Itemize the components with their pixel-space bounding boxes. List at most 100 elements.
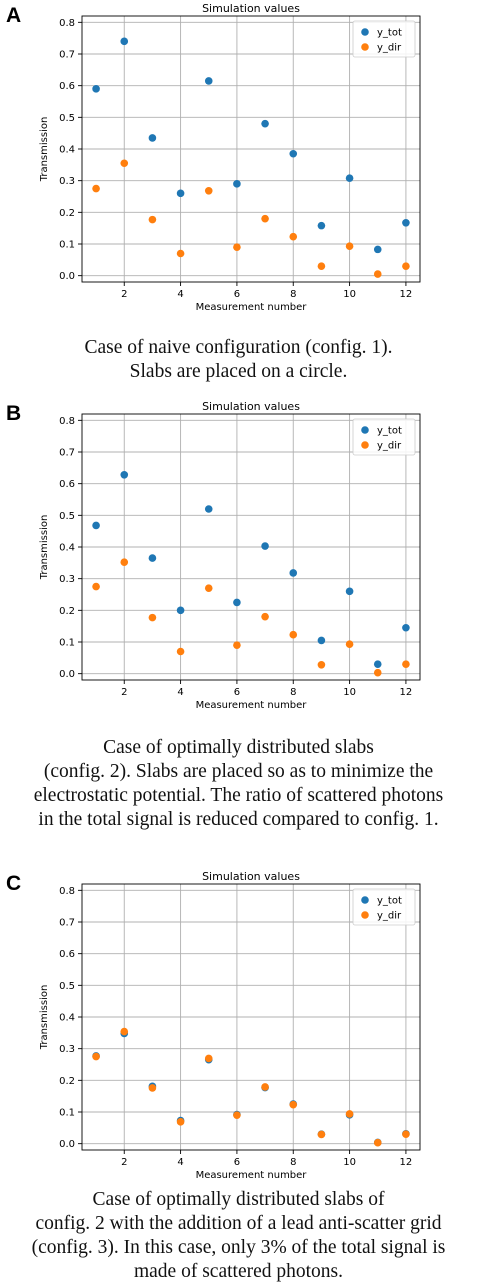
data-point-y-tot	[233, 180, 241, 188]
x-axis-label: Measurement number	[196, 700, 308, 711]
data-point-y-dir	[373, 270, 382, 278]
data-point-y-dir	[373, 1138, 382, 1147]
data-point-y-dir	[402, 660, 410, 668]
caption-line: (config. 3). In this case, only 3% of th…	[31, 1237, 446, 1258]
x-tick-label: 6	[234, 687, 240, 698]
data-point-y-tot	[345, 587, 354, 596]
y-axis-label: Transmission	[39, 985, 50, 1051]
caption-line: Case of naive configuration (config. 1).	[84, 337, 393, 358]
data-point-y-tot	[233, 598, 241, 607]
x-tick-label: 6	[234, 289, 240, 300]
data-point-y-tot	[92, 85, 100, 93]
data-point-y-tot	[261, 542, 269, 550]
data-point-y-tot	[176, 189, 185, 198]
data-point-y-dir	[92, 582, 100, 591]
data-point-y-dir	[176, 1118, 185, 1126]
y-tick-label: 0.6	[59, 81, 75, 92]
legend-label: y_dir	[377, 43, 402, 54]
y-tick-label: 0.8	[59, 18, 75, 29]
data-point-y-dir	[402, 262, 410, 270]
data-point-y-dir	[120, 558, 129, 566]
x-axis-label: Measurement number	[196, 1170, 308, 1181]
x-tick-label: 10	[343, 1157, 356, 1168]
y-axis-label: Transmission	[39, 515, 50, 581]
data-point-y-dir	[233, 641, 241, 649]
panel-c: 2 4 6 8 10 12 0.0 0.1 0.2 0.3 0.4 0.5 0.6 0.7 0.8 Simul…	[0, 868, 477, 1286]
legend-marker	[361, 43, 369, 51]
data-point-y-tot	[373, 660, 382, 668]
y-tick-label: 0.5	[59, 113, 75, 124]
data-point-y-dir	[345, 1110, 354, 1118]
x-tick-label: 10	[343, 289, 356, 300]
y-tick-label: 0.6	[59, 479, 75, 490]
data-point-y-tot	[92, 521, 100, 530]
x-axis-label: Measurement number	[196, 302, 308, 313]
data-point-y-dir	[373, 668, 382, 677]
data-point-y-tot	[148, 554, 157, 562]
data-point-y-tot	[289, 149, 298, 158]
data-point-y-tot	[402, 623, 410, 632]
y-tick-label: 0.1	[59, 1108, 75, 1119]
data-point-y-dir	[204, 584, 213, 592]
x-tick-label: 4	[177, 687, 183, 698]
data-point-y-dir	[317, 1130, 326, 1139]
y-tick-label: 0.5	[59, 511, 75, 522]
y-tick-label: 0.7	[59, 448, 75, 459]
data-point-y-tot	[402, 218, 410, 227]
y-tick-label: 0.8	[59, 416, 75, 427]
data-point-y-dir	[204, 187, 213, 195]
y-tick-label: 0.3	[59, 1044, 75, 1055]
x-tick-label: 10	[343, 687, 356, 698]
caption-line: Case of optimally distributed slabs of	[92, 1189, 385, 1210]
data-point-y-dir	[92, 184, 100, 193]
y-axis-label: Transmission	[39, 117, 50, 183]
caption-line: (config. 2). Slabs are placed so as to m…	[43, 761, 434, 782]
chart-a: 2 4 6 8 10 12 0.0 0.1 0.2 0.3 0.4 0.5 0.6 0.7 0.8 Simul…	[39, 2, 421, 313]
data-point-y-dir	[176, 647, 185, 656]
legend-marker	[361, 426, 369, 434]
data-point-y-tot	[176, 606, 185, 615]
data-point-y-dir	[289, 630, 298, 639]
data-point-y-dir	[120, 159, 129, 168]
chart-c: 2 4 6 8 10 12 0.0 0.1 0.2 0.3 0.4 0.5 0.6 0.7 0.8 Simul…	[39, 870, 421, 1181]
y-tick-label: 0.3	[59, 574, 75, 585]
data-point-y-dir	[148, 1084, 157, 1092]
legend-label: y_tot	[377, 426, 402, 437]
data-point-y-dir	[317, 661, 326, 669]
data-point-y-dir	[120, 1027, 129, 1036]
caption-b: Case of optimally distributed slabs (con…	[0, 736, 477, 832]
x-tick-label: 12	[400, 1157, 413, 1168]
y-tick-label: 0.3	[59, 176, 75, 187]
legend-marker	[361, 441, 369, 449]
data-point-y-dir	[176, 249, 185, 258]
panel-letter-a: A	[6, 4, 22, 27]
caption-c: Case of optimally distributed slabs of c…	[0, 1188, 477, 1284]
data-point-y-dir	[204, 1054, 213, 1063]
chart-title: Simulation values	[202, 870, 300, 883]
x-tick-label: 2	[121, 289, 127, 300]
legend-marker	[361, 28, 369, 36]
x-tick-label: 8	[290, 289, 296, 300]
x-tick-label: 8	[290, 1157, 296, 1168]
data-point-y-dir	[233, 1111, 241, 1119]
caption-line: Slabs are placed on a circle.	[129, 361, 348, 382]
data-point-y-tot	[373, 245, 382, 254]
caption-line: in the total signal is reduced compared …	[38, 809, 439, 830]
data-point-y-dir	[402, 1130, 410, 1138]
caption-line: made of scattered photons.	[133, 1261, 343, 1282]
data-point-y-dir	[289, 1100, 298, 1109]
chart-b: 2 4 6 8 10 12 0.0 0.1 0.2 0.3 0.4 0.5 0.6 0.7 0.8 Simul…	[39, 400, 421, 711]
x-tick-label: 8	[290, 687, 296, 698]
legend-label: y_tot	[377, 28, 402, 39]
legend-marker	[361, 896, 369, 904]
panel-letter-c: C	[6, 872, 22, 895]
y-tick-label: 0.4	[59, 543, 75, 554]
data-point-y-dir	[233, 243, 241, 251]
panel-letter-b: B	[6, 402, 22, 425]
data-point-y-dir	[317, 262, 326, 270]
y-tick-label: 0.2	[59, 208, 75, 219]
data-point-y-tot	[345, 174, 354, 182]
y-tick-label: 0.5	[59, 981, 75, 992]
data-point-y-tot	[120, 37, 129, 46]
y-tick-label: 0.7	[59, 918, 75, 929]
